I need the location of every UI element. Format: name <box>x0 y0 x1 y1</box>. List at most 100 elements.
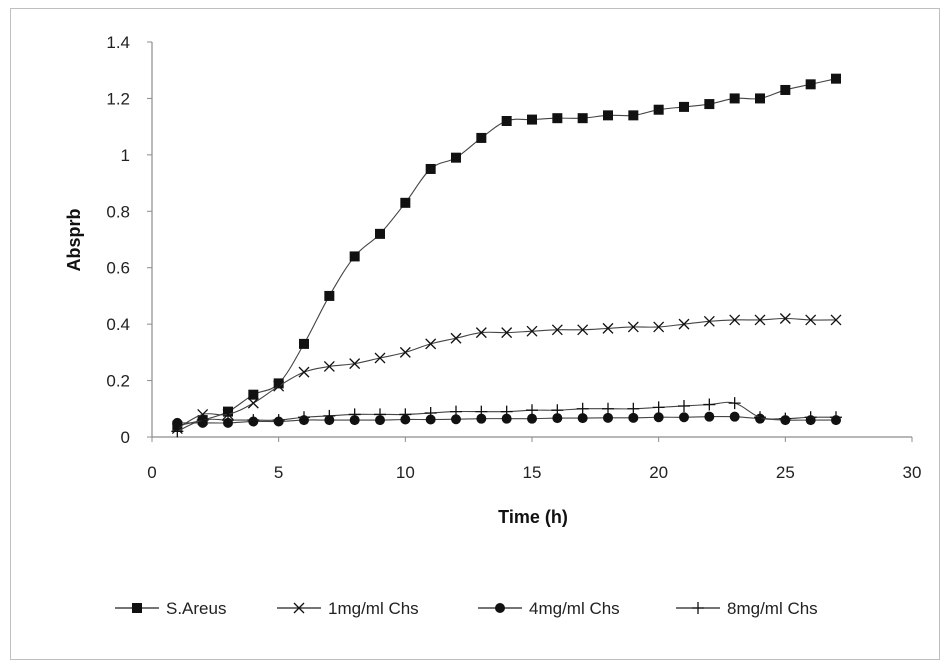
data-point <box>375 228 385 239</box>
data-point <box>425 163 436 174</box>
data-point <box>729 314 741 326</box>
legend-item: 8mg/ml Chs <box>676 599 818 618</box>
y-tick-label: 0 <box>121 428 130 447</box>
data-point <box>501 413 512 424</box>
data-point <box>349 358 361 370</box>
data-point <box>551 324 563 336</box>
data-point <box>324 290 335 301</box>
x-tick-labels: 0 5 10 15 20 25 30 <box>147 463 921 482</box>
data-point <box>729 411 740 422</box>
data-point <box>400 197 411 208</box>
legend-label: S.Areus <box>166 599 226 618</box>
legend: S.Areus 1mg/ml Chs 4mg/ml Chs 8mg/ml Chs <box>115 599 818 618</box>
data-point <box>476 413 487 424</box>
data-point <box>526 404 538 417</box>
data-point <box>172 417 183 428</box>
y-tick-label: 1.2 <box>106 89 130 108</box>
data-point <box>603 412 613 423</box>
data-point <box>349 251 360 262</box>
data-point <box>576 402 589 415</box>
legend-marker <box>495 603 505 613</box>
data-point <box>424 407 437 420</box>
data-point <box>298 366 310 378</box>
data-point <box>754 314 766 326</box>
data-point <box>804 411 817 424</box>
data-point <box>248 389 259 400</box>
data-point <box>830 314 842 326</box>
data-point <box>703 315 715 327</box>
data-point <box>247 414 260 427</box>
data-point <box>577 413 588 424</box>
data-point <box>273 378 284 389</box>
data-point <box>323 409 336 422</box>
data-point <box>831 73 841 84</box>
data-point <box>323 361 335 372</box>
x-tick-label: 5 <box>274 463 283 482</box>
y-tick-label: 0.8 <box>106 202 130 221</box>
data-point <box>678 399 690 412</box>
data-point <box>196 414 209 427</box>
y-tick-label: 0.6 <box>106 259 130 278</box>
data-point <box>476 132 487 143</box>
data-point <box>678 318 690 330</box>
series-8mg-ml-chs <box>171 397 842 438</box>
x-tick-label: 10 <box>396 463 415 482</box>
data-point <box>679 101 689 112</box>
data-point <box>273 380 285 392</box>
data-point <box>552 413 563 424</box>
data-point <box>628 412 639 423</box>
data-point <box>755 93 765 104</box>
data-point <box>551 404 564 417</box>
legend-item: 4mg/ml Chs <box>478 599 620 618</box>
y-tick-label: 1.4 <box>106 33 130 52</box>
data-point <box>653 104 664 115</box>
data-point <box>779 412 792 425</box>
data-point <box>526 325 538 337</box>
legend-marker <box>293 602 305 614</box>
data-point <box>348 408 361 421</box>
data-point <box>729 93 740 104</box>
series-4mg-ml-chs <box>172 411 841 428</box>
data-point <box>298 411 310 424</box>
data-point <box>399 408 412 421</box>
legend-item: S.Areus <box>115 599 226 618</box>
data-point <box>475 327 487 339</box>
data-point <box>222 414 234 427</box>
data-point <box>374 352 386 364</box>
data-point <box>830 411 842 424</box>
series-s-areus <box>172 73 841 431</box>
legend-label: 8mg/ml Chs <box>727 599 818 618</box>
y-tick-label: 0.2 <box>106 372 130 391</box>
data-point <box>399 346 411 358</box>
data-point <box>500 405 513 418</box>
data-point <box>679 412 689 423</box>
data-point <box>602 322 614 334</box>
data-point <box>653 321 665 333</box>
data-point <box>577 113 588 124</box>
data-point <box>805 79 816 90</box>
data-point <box>754 411 766 424</box>
data-point <box>527 413 537 424</box>
data-point <box>552 113 563 124</box>
data-point <box>780 84 791 95</box>
data-point <box>425 338 437 350</box>
data-point <box>374 408 386 421</box>
data-point <box>627 321 639 333</box>
data-point <box>805 314 817 326</box>
x-tick-label: 15 <box>523 463 542 482</box>
legend-item: 1mg/ml Chs <box>277 599 419 618</box>
data-point <box>602 402 614 415</box>
x-axis-title: Time (h) <box>498 507 568 527</box>
data-point <box>728 397 741 410</box>
legend-marker <box>692 602 704 614</box>
data-point <box>779 313 791 324</box>
legend-label: 1mg/ml Chs <box>328 599 419 618</box>
data-point <box>577 324 589 336</box>
data-point <box>501 327 513 339</box>
data-point <box>501 116 512 126</box>
axes <box>147 41 913 442</box>
y-tick-labels: 0 0.2 0.4 0.6 0.8 1 1.2 1.4 <box>106 33 130 447</box>
series-line <box>177 78 837 427</box>
data-point <box>272 414 285 427</box>
y-tick-label: 1 <box>121 146 130 165</box>
